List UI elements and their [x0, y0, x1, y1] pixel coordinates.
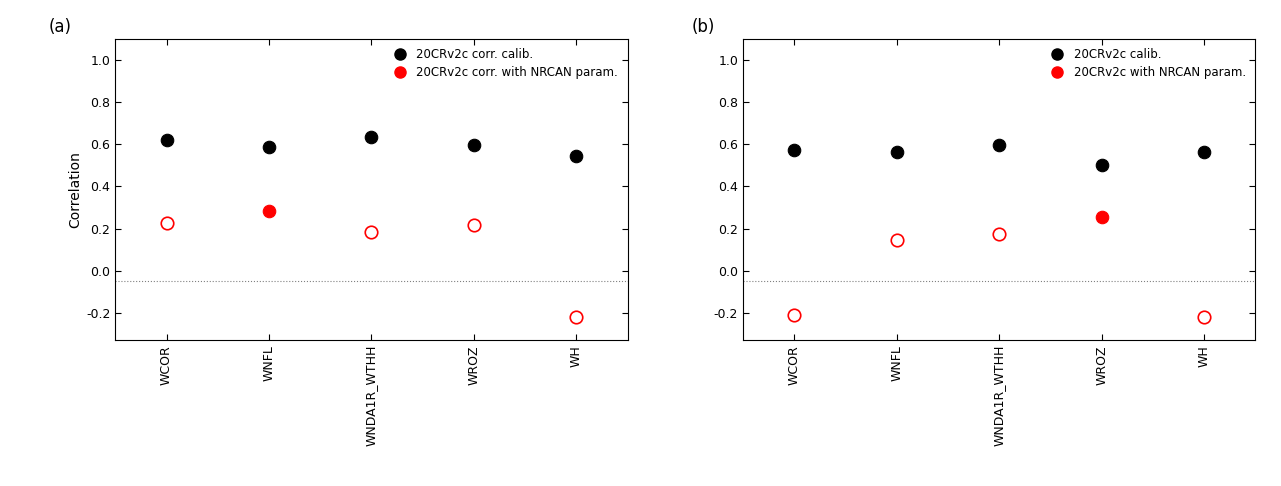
Text: (b): (b) — [692, 18, 715, 36]
Y-axis label: Correlation: Correlation — [68, 151, 82, 228]
Legend: 20CRv2c calib., 20CRv2c with NRCAN param.: 20CRv2c calib., 20CRv2c with NRCAN param… — [1041, 45, 1249, 83]
Text: (a): (a) — [49, 18, 72, 36]
Legend: 20CRv2c corr. calib., 20CRv2c corr. with NRCAN param.: 20CRv2c corr. calib., 20CRv2c corr. with… — [384, 45, 621, 83]
